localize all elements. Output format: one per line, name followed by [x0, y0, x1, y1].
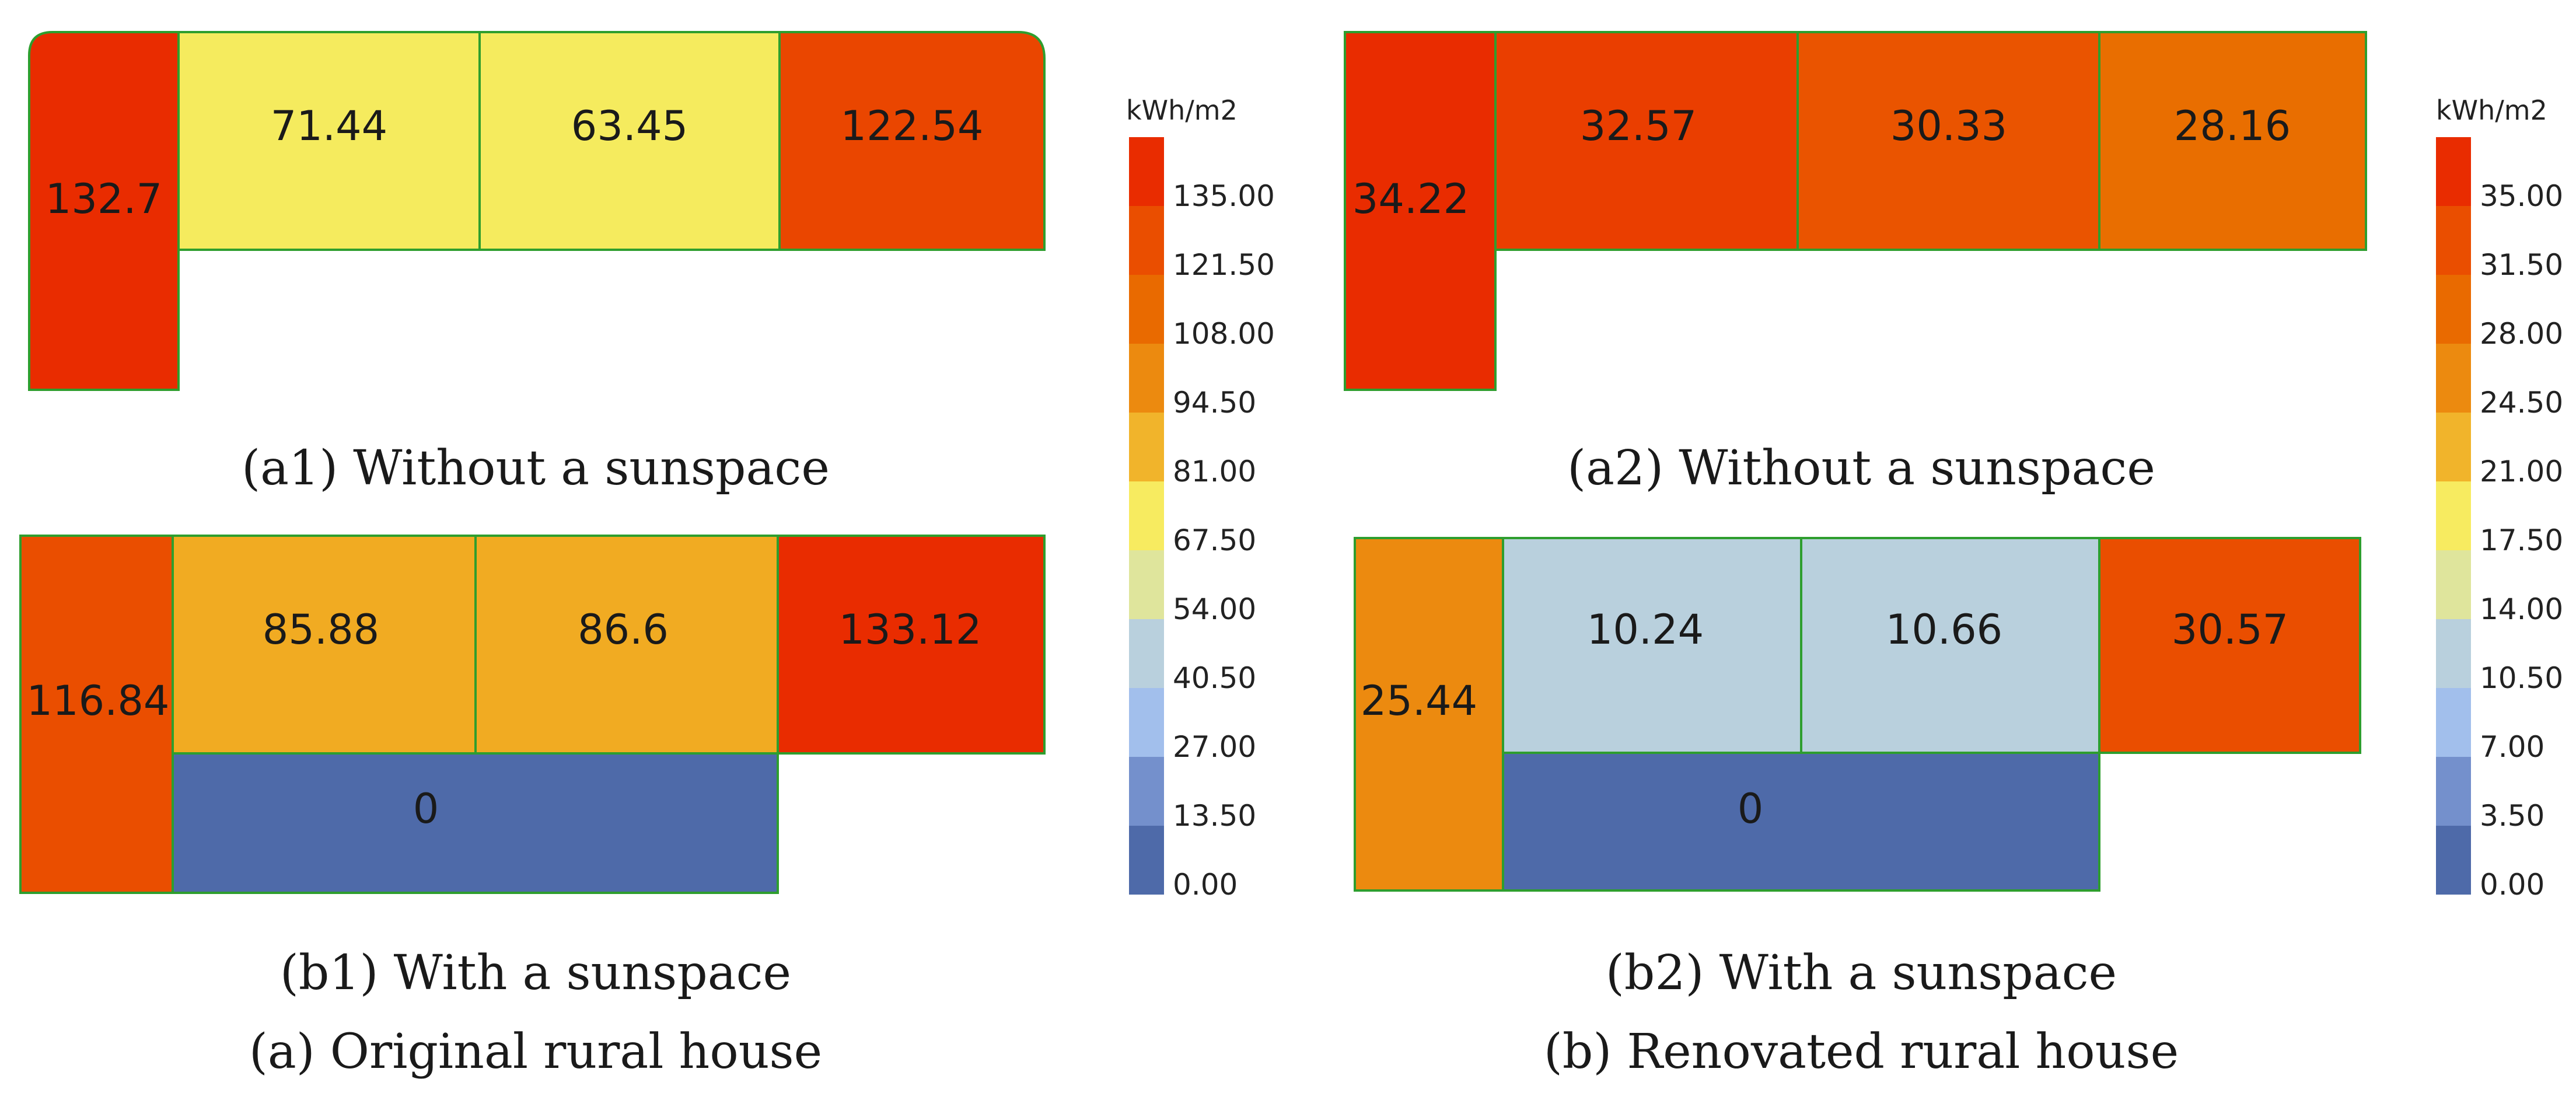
panel-b1: 116.84 85.88 86.6 133.12 0 (b1) With a s…: [19, 535, 1046, 1001]
panel-caption: (a2) Without a sunspace: [1567, 441, 2155, 496]
legend-swatch: [1129, 757, 1164, 826]
legend-tick-label: 10.50: [2480, 661, 2563, 695]
zone-sunspace-value: 0: [1738, 785, 1764, 833]
legend-tick-label: 7.00: [2480, 730, 2544, 764]
zone-sunspace: [1502, 752, 2100, 892]
zone-room-1-value: 85.88: [263, 606, 379, 654]
group-caption-original: (a) Original rural house: [249, 1024, 822, 1080]
zone-sunspace: [172, 752, 779, 894]
legend-swatch: [2436, 550, 2471, 619]
legend-tick-label: 28.00: [2480, 317, 2563, 351]
legend-tick-label: 13.50: [1173, 799, 1256, 833]
panel-a2: 34.22 32.57 30.33 28.16 (a2) Without a s…: [1344, 31, 2367, 496]
zone-east-value: 30.57: [2172, 606, 2288, 654]
zone-room-2-value: 30.33: [1890, 102, 2007, 150]
legend-swatch: [2436, 275, 2471, 344]
legend-tick-label: 40.50: [1173, 661, 1256, 695]
legend-swatch: [2436, 757, 2471, 826]
legend-tick-label: 67.50: [1173, 523, 1256, 557]
color-legend-right: kWh/m2 35.00 31.50 28.00 24.50 21.00 17.50 14.…: [2436, 95, 2563, 902]
zone-room-1-value: 71.44: [271, 102, 387, 150]
zone-room-2: [1796, 31, 2100, 251]
legend-tick-label: 35.00: [2480, 179, 2563, 213]
zone-room-2-value: 10.66: [1886, 606, 2002, 654]
legend-tick-label: 108.00: [1173, 317, 1275, 351]
legend-swatch: [1129, 550, 1164, 619]
legend-tick-label: 121.50: [1173, 248, 1275, 282]
legend-unit: kWh/m2: [1126, 95, 1238, 126]
zone-west: [1354, 537, 1504, 892]
legend-swatch: [1129, 275, 1164, 344]
zone-east: [778, 31, 1046, 251]
legend-swatch: [2436, 344, 2471, 413]
zone-east: [777, 535, 1046, 755]
color-legend-left: kWh/m2 135.00 121.50 108.00 94.50 81.00 67.50…: [1126, 95, 1275, 902]
zone-sunspace-value: 0: [413, 785, 439, 833]
zone-west-value: 132.7: [46, 175, 162, 223]
legend-tick-label: 135.00: [1173, 179, 1275, 213]
legend-tick-label: 81.00: [1173, 455, 1256, 488]
panel-caption: (b1) With a sunspace: [280, 945, 791, 1001]
legend-tick-label: 54.00: [1173, 592, 1256, 626]
zone-west-value: 34.22: [1352, 175, 1469, 223]
legend-tick-label: 27.00: [1173, 730, 1256, 764]
zone-room-1-value: 10.24: [1587, 606, 1704, 654]
legend-tick-label: 17.50: [2480, 523, 2563, 557]
legend-swatch: [2436, 413, 2471, 481]
legend-swatch: [2436, 206, 2471, 275]
zone-room-2: [1800, 537, 2100, 754]
panel-caption: (b2) With a sunspace: [1606, 945, 2117, 1001]
zone-east: [2098, 537, 2361, 754]
group-caption-renovated: (b) Renovated rural house: [1544, 1024, 2179, 1080]
legend-swatch: [2436, 826, 2471, 895]
legend-tick-label: 3.50: [2480, 799, 2544, 833]
legend-tick-label: 0.00: [1173, 868, 1238, 902]
legend-swatch: [1129, 413, 1164, 481]
legend-unit: kWh/m2: [2436, 95, 2547, 126]
legend-swatch: [1129, 481, 1164, 550]
zone-room-1: [1502, 537, 1802, 754]
legend-swatch: [1129, 206, 1164, 275]
panel-a1: 132.7 71.44 63.45 122.54 (a1) Without a …: [28, 31, 1046, 496]
zone-east-value: 133.12: [839, 606, 982, 654]
legend-swatch: [2436, 481, 2471, 550]
legend-swatch: [2436, 688, 2471, 757]
zone-east-value: 28.16: [2174, 102, 2291, 150]
legend-swatch: [1129, 826, 1164, 895]
legend-swatch: [1129, 619, 1164, 688]
legend-tick-label: 0.00: [2480, 868, 2544, 902]
zone-west-value: 25.44: [1361, 677, 1477, 725]
zone-room-1: [177, 31, 481, 251]
zone-room-2-value: 86.6: [578, 606, 669, 654]
legend-tick-label: 14.00: [2480, 592, 2563, 626]
legend-swatch: [1129, 137, 1164, 206]
legend-tick-label: 31.50: [2480, 248, 2563, 282]
panel-caption: (a1) Without a sunspace: [242, 441, 830, 496]
legend-swatch: [2436, 137, 2471, 206]
zone-room-2-value: 63.45: [571, 102, 688, 150]
legend-swatch: [1129, 344, 1164, 413]
panel-b2: 25.44 10.24 10.66 30.57 0 (b2) With a su…: [1354, 537, 2361, 1001]
legend-tick-label: 21.00: [2480, 455, 2563, 488]
zone-east-value: 122.54: [841, 102, 984, 150]
zone-room-1: [172, 535, 477, 755]
legend-swatch: [1129, 688, 1164, 757]
legend-tick-label: 94.50: [1173, 386, 1256, 420]
legend-swatch: [2436, 619, 2471, 688]
zone-room-2: [478, 31, 781, 251]
zone-west: [19, 535, 174, 894]
zone-room-1-value: 32.57: [1580, 102, 1697, 150]
zone-east: [2098, 31, 2367, 251]
zone-west-value: 116.84: [27, 677, 170, 725]
legend-tick-label: 24.50: [2480, 386, 2563, 420]
zone-room-2: [474, 535, 779, 755]
zone-west: [28, 31, 180, 391]
